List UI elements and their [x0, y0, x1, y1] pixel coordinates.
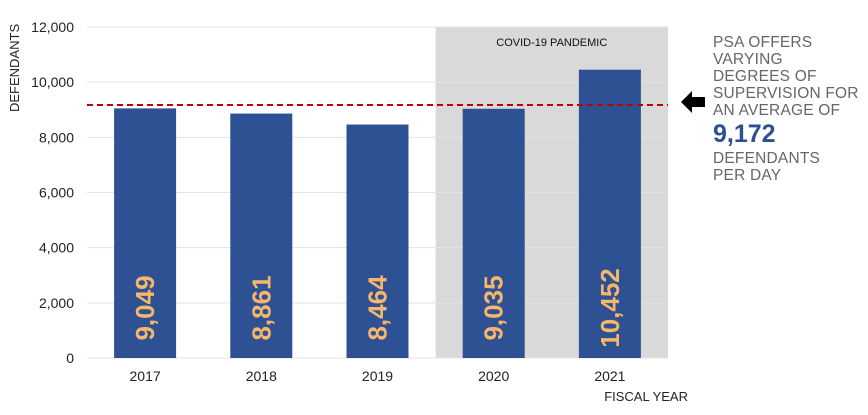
left-arrow-icon — [681, 91, 705, 113]
bar-value-label: 8,861 — [246, 275, 276, 340]
bar-value-label: 8,464 — [363, 275, 393, 341]
x-tick-label: 2020 — [478, 368, 509, 384]
callout-line: SUPERVISION FOR — [713, 85, 859, 102]
callout-average-value: 9,172 — [713, 120, 776, 148]
bar-value-label: 9,035 — [479, 275, 509, 340]
callout-line: DEGREES OF — [713, 68, 817, 85]
y-tick-label: 8,000 — [39, 129, 74, 145]
average-callout: PSA OFFERS VARYING DEGREES OF SUPERVISIO… — [713, 34, 863, 184]
y-tick-label: 6,000 — [39, 185, 74, 201]
x-tick-label: 2019 — [362, 368, 393, 384]
x-axis-label: FISCAL YEAR — [604, 389, 688, 404]
callout-line: PER DAY — [713, 167, 782, 184]
bar — [462, 108, 525, 359]
x-tick-label: 2017 — [130, 368, 161, 384]
bar — [346, 124, 409, 358]
callout-line: AN AVERAGE OF — [713, 102, 841, 119]
y-axis-label: DEFENDANTS — [7, 24, 22, 112]
x-tick-label: 2018 — [246, 368, 277, 384]
y-tick-label: 12,000 — [31, 19, 74, 35]
y-tick-label: 4,000 — [39, 240, 74, 256]
x-tick-label: 2021 — [594, 368, 625, 384]
callout-line: DEFENDANTS — [713, 150, 821, 167]
bar — [114, 108, 177, 359]
y-tick-label: 10,000 — [31, 74, 74, 90]
y-tick-label: 2,000 — [39, 295, 74, 311]
callout-line: VARYING — [713, 51, 783, 68]
callout-line: PSA OFFERS — [713, 34, 813, 51]
bar-value-label: 10,452 — [595, 268, 625, 348]
bar-value-label: 9,049 — [130, 275, 160, 340]
bar — [578, 69, 641, 358]
shaded-region-label: COVID-19 PANDEMIC — [496, 37, 607, 49]
y-tick-label: 0 — [66, 350, 74, 366]
bar — [230, 113, 293, 359]
